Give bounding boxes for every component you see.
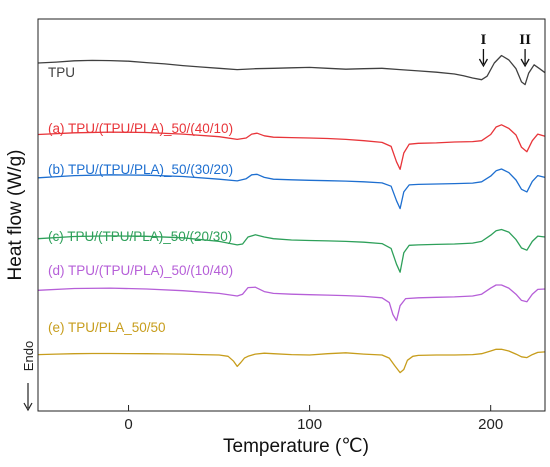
x-axis-title: Temperature (℃) [223,436,369,457]
series-label-2: (b) TPU/(TPU/PLA)_50/(30/20) [48,162,233,177]
x-tick-label-2: 200 [478,416,503,433]
series-labels-layer: TPU (a) TPU/(TPU/PLA)_50/(40/10) (b) TPU/(… [48,65,233,335]
series-line-1 [37,124,546,170]
endo-indicator: Endo [21,341,36,412]
series-line-0 [37,54,546,86]
marker-arrow-head-0 [478,58,489,68]
x-tick-label-0: 0 [124,416,132,433]
annotation-markers: I II [478,32,531,68]
series-label-4: (d) TPU/(TPU/PLA)_50/(10/40) [48,263,233,278]
marker-label-0: I [481,32,487,48]
endo-arrow-head [23,402,33,412]
y-axis-title: Heat flow (W/g) [5,150,26,281]
plot-frame [37,18,546,412]
x-axis-ticks: 0 100 200 [124,405,503,433]
series-label-5: (e) TPU/PLA_50/50 [48,320,166,335]
series-line-3 [37,228,546,273]
series-label-1: (a) TPU/(TPU/PLA)_50/(40/10) [48,121,233,136]
series-line-2 [37,168,546,210]
series-line-5 [37,348,546,374]
x-tick-label-1: 100 [297,416,322,433]
curves-layer [37,54,546,374]
marker-label-1: II [519,32,531,48]
marker-arrow-head-1 [520,58,530,68]
endo-label: Endo [21,341,36,371]
series-label-0: TPU [48,65,75,80]
series-line-4 [37,284,546,322]
series-label-3: (c) TPU/(TPU/PLA)_50/(20/30) [48,229,232,244]
